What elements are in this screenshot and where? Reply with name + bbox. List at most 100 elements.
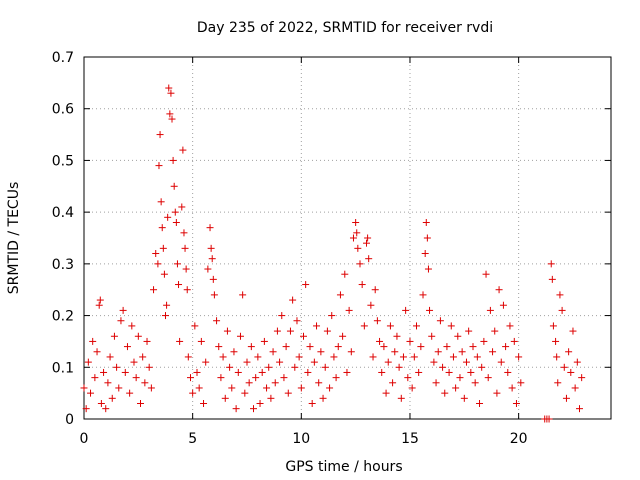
data-point [160, 270, 168, 278]
data-point [308, 399, 316, 407]
data-point [304, 368, 312, 376]
data-point [323, 327, 331, 335]
data-point [354, 244, 362, 252]
data-point [184, 353, 192, 361]
data-point [217, 374, 225, 382]
data-point [134, 332, 142, 340]
data-point [369, 353, 377, 361]
data-point [213, 317, 221, 325]
data-point [502, 343, 510, 351]
data-point [178, 203, 186, 211]
data-point [395, 363, 403, 371]
data-point [578, 374, 586, 382]
data-point [378, 368, 386, 376]
data-point [145, 363, 153, 371]
data-point [137, 399, 145, 407]
data-point [445, 368, 453, 376]
data-point [315, 379, 323, 387]
data-point [117, 317, 125, 325]
data-point [84, 358, 92, 366]
data-point [104, 379, 112, 387]
data-point [384, 358, 392, 366]
x-tick-label: 0 [80, 431, 89, 447]
data-point [110, 332, 118, 340]
data-point [449, 353, 457, 361]
data-point [482, 270, 490, 278]
y-tick-label: 0.3 [52, 257, 74, 273]
data-point [439, 363, 447, 371]
data-point [365, 255, 373, 263]
data-point [204, 265, 212, 273]
data-point [158, 224, 166, 232]
data-point [182, 265, 190, 273]
data-point [428, 332, 436, 340]
data-point [454, 332, 462, 340]
data-point [508, 384, 516, 392]
data-point [497, 358, 505, 366]
data-point [121, 368, 129, 376]
x-tick-label: 20 [510, 431, 528, 447]
data-point [271, 379, 279, 387]
data-point [195, 384, 203, 392]
data-point [462, 358, 470, 366]
data-point [126, 389, 134, 397]
data-point [336, 291, 344, 299]
data-point [554, 379, 562, 387]
data-point [560, 363, 568, 371]
data-point [191, 322, 199, 330]
data-point [460, 394, 468, 402]
data-point [280, 374, 288, 382]
data-point [467, 368, 475, 376]
data-point [170, 182, 178, 190]
data-point [106, 353, 114, 361]
data-point [328, 312, 336, 320]
data-point [484, 374, 492, 382]
data-point [380, 343, 388, 351]
data-point [252, 374, 260, 382]
data-point [95, 301, 103, 309]
data-point [330, 353, 338, 361]
data-point [139, 353, 147, 361]
data-point [171, 208, 179, 216]
axis-ticks: 0 0.1 0.2 0.3 0.4 0.5 0.6 0.7 0 5 10 15 20 [52, 50, 611, 447]
data-point [265, 363, 273, 371]
data-point [250, 405, 258, 413]
data-point [223, 327, 231, 335]
data-point [510, 337, 518, 345]
data-point [219, 353, 227, 361]
data-point [175, 281, 183, 289]
data-point [119, 306, 127, 314]
data-point [230, 348, 238, 356]
data-point [360, 322, 368, 330]
data-point [471, 379, 479, 387]
data-point [517, 379, 525, 387]
data-point [321, 363, 329, 371]
data-point [376, 337, 384, 345]
data-point [371, 286, 379, 294]
data-point [209, 275, 217, 283]
data-point [478, 363, 486, 371]
data-point [452, 384, 460, 392]
data-point [476, 399, 484, 407]
data-point [179, 146, 187, 154]
data-point [289, 296, 297, 304]
data-point [373, 317, 381, 325]
data-point [154, 260, 162, 268]
y-tick-label: 0.4 [52, 205, 74, 221]
data-point [306, 343, 314, 351]
data-point [161, 312, 169, 320]
y-tick-label: 0.7 [52, 50, 74, 66]
data-point [297, 384, 305, 392]
data-point [553, 353, 561, 361]
data-point [82, 405, 90, 413]
data-point [493, 389, 501, 397]
data-point [186, 374, 194, 382]
data-point [200, 399, 208, 407]
x-axis-label: GPS time / hours [285, 459, 402, 475]
data-point [267, 394, 275, 402]
data-point [202, 358, 210, 366]
data-point [100, 368, 108, 376]
data-point [197, 337, 205, 345]
data-point [89, 337, 97, 345]
